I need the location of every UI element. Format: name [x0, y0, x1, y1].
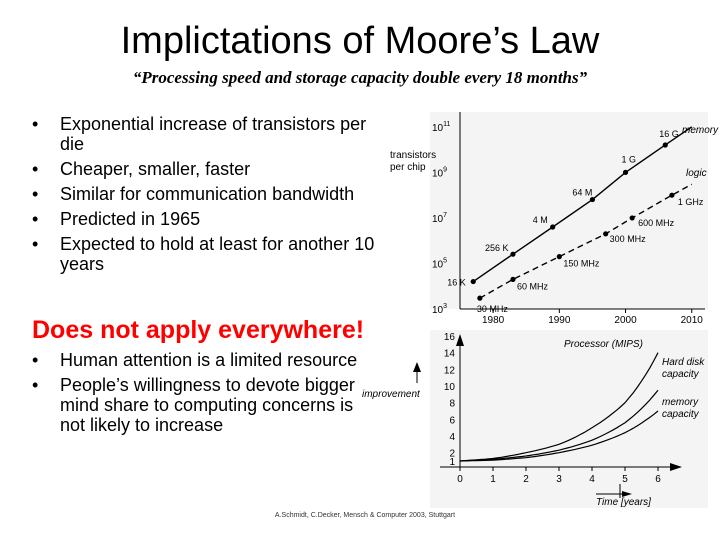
improvement-y-axis-arrow-icon [456, 334, 464, 346]
improvement-y-tick-label: 4 [449, 432, 455, 443]
logic-point-label: 1 GHz [678, 197, 704, 207]
section-heading: Does not apply everywhere! [32, 316, 365, 344]
moore-x-tick-label: 1990 [548, 315, 571, 326]
improvement-x-tick-label: 1 [490, 474, 496, 485]
improvement-x-tick-label: 6 [655, 474, 661, 485]
bullet-item: Expected to hold at least for another 10… [32, 234, 382, 274]
improvement-label-arrow-icon [413, 362, 421, 372]
memory-point-label: 16 G [659, 129, 679, 139]
improvement-x-axis-arrow-icon [670, 463, 682, 471]
logic-series-name: logic [686, 168, 707, 179]
moore-y-tick-label: 109 [432, 166, 447, 179]
logic-data-point [629, 215, 635, 221]
moore-y-tick-label: 105 [432, 257, 447, 270]
logic-data-point [603, 231, 609, 237]
improvement-y-tick-label: 2 [449, 449, 455, 460]
logic-data-point [510, 276, 516, 282]
logic-data-point [477, 295, 483, 301]
improvement-y-tick-label: 6 [449, 415, 455, 426]
improvement-chart-background [430, 330, 708, 508]
moore-y-axis-label: transistors per chip [390, 150, 436, 173]
footer-credit: A.Schmidt, C.Decker, Mensch & Computer 2… [274, 512, 456, 519]
bullet-list-benefits: Exponential increase of transistors per … [32, 114, 382, 279]
logic-point-label: 300 MHz [610, 234, 647, 244]
improvement-x-tick-label: 0 [457, 474, 463, 485]
memory-point-label: 64 M [572, 188, 592, 198]
improvement-y-tick-label: 1 [449, 457, 455, 468]
improvement-x-axis-label: Time [years] [596, 497, 651, 508]
memory-point-label: 256 K [485, 243, 509, 253]
moore-chart: 103 105 107 109 1011 1980 1990 2000 2010 transi… [390, 112, 719, 326]
memory-series-name: memory [682, 125, 719, 136]
moore-x-tick-label: 2010 [681, 315, 704, 326]
improvement-y-tick-label: 8 [449, 399, 455, 410]
moore-y-tick-label: 1011 [432, 121, 450, 134]
logic-point-label: 150 MHz [563, 259, 600, 269]
memory-data-point [550, 224, 556, 230]
improvement-y-tick-label: 10 [444, 382, 456, 393]
improvement-series-line [459, 389, 659, 462]
memory-data-point [622, 169, 629, 175]
logic-point-label: 60 MHz [517, 281, 549, 291]
moore-chart-background [430, 112, 708, 309]
memory-point-label: 16 K [447, 278, 466, 288]
improvement-x-tick-label: 5 [622, 474, 628, 485]
bullet-item: Exponential increase of transistors per … [32, 114, 382, 154]
memory-data-point [510, 251, 516, 257]
logic-point-label: 600 MHz [638, 218, 675, 228]
improvement-x-tick-label: 4 [589, 474, 595, 485]
logic-point-label: 30 MHz [477, 304, 509, 314]
improvement-series-line [459, 410, 659, 462]
memory-data-point [662, 142, 668, 148]
bullet-item: Cheaper, smaller, faster [32, 159, 382, 179]
improvement-series-name: Hard disk capacity [662, 357, 705, 380]
logic-data-point [669, 192, 675, 198]
bullet-list-limits: Human attention is a limited resource Pe… [32, 350, 372, 440]
moore-x-tick-label: 1980 [482, 315, 505, 326]
improvement-series-line [459, 352, 659, 462]
bullet-item: Human attention is a limited resource [32, 350, 372, 370]
bullet-item: Similar for communication bandwidth [32, 184, 382, 204]
improvement-x-tick-label: 3 [556, 474, 562, 485]
improvement-y-tick-label: 16 [444, 332, 456, 343]
slide-title: Implictations of Moore’s Law [120, 20, 600, 62]
improvement-y-tick-label: 12 [444, 365, 456, 376]
bullet-item: Predicted in 1965 [32, 209, 382, 229]
improvement-series-name: Processor (MIPS) [564, 339, 643, 350]
improvement-y-tick-label: 14 [444, 349, 456, 360]
memory-point-label: 4 M [533, 215, 548, 225]
memory-data-point [470, 278, 476, 285]
improvement-x-tick-label: 2 [523, 474, 529, 485]
moore-x-tick-label: 2000 [614, 315, 637, 326]
bullet-item: People’s willingness to devote bigger mi… [32, 375, 372, 435]
memory-point-label: 1 G [622, 154, 637, 164]
moore-y-tick-label: 107 [432, 212, 447, 225]
slide-subtitle: “Processing speed and storage capacity d… [132, 68, 588, 87]
logic-data-point [556, 254, 562, 260]
moore-y-tick-label: 103 [432, 303, 447, 316]
memory-data-point [589, 196, 596, 203]
improvement-series-name: memory capacity [662, 397, 700, 420]
time-label-arrow-icon [622, 491, 632, 497]
improvement-y-axis-label: improvement [362, 389, 421, 400]
